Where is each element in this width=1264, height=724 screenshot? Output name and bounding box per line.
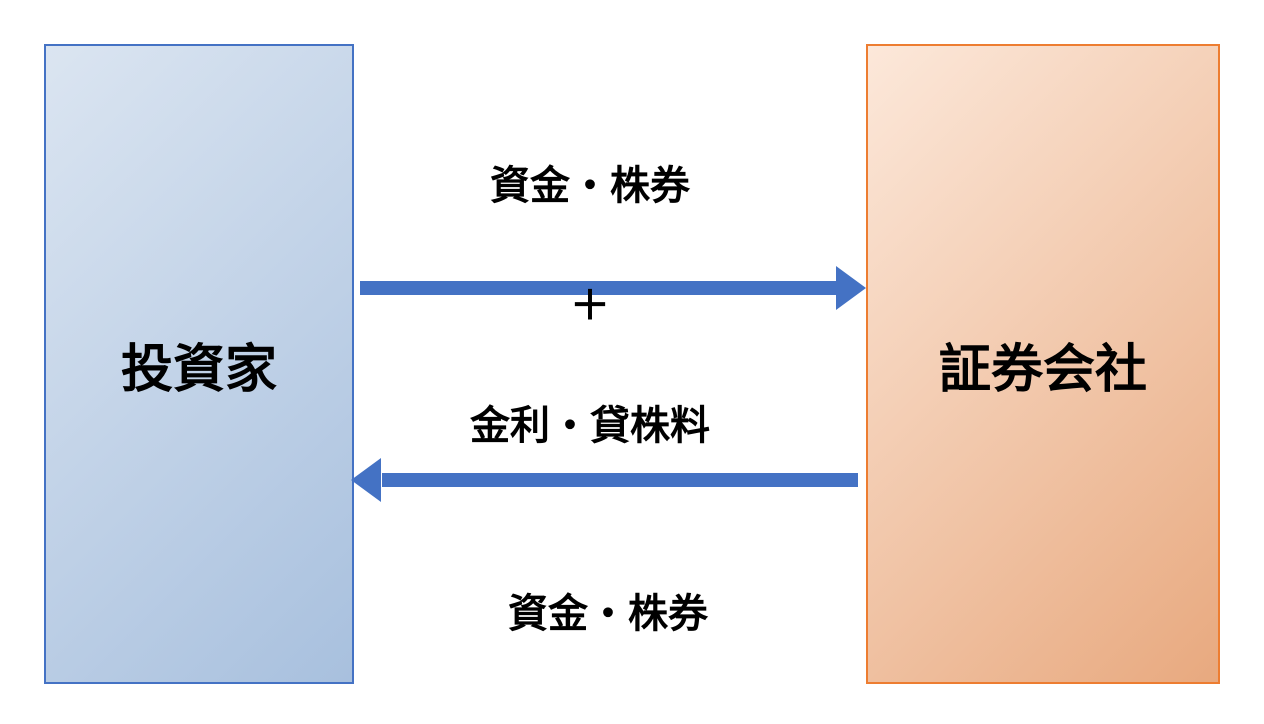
top-flow-label: 資金・株券 ＋ 金利・貸株料: [470, 96, 710, 516]
investor-label: 投資家: [121, 327, 277, 402]
top-flow-label-line1: 資金・株券: [470, 156, 710, 216]
securities-company-box: 証券会社: [866, 44, 1220, 684]
arrow-left-icon: [351, 458, 381, 502]
top-flow-label-line2: ＋: [470, 276, 710, 336]
securities-company-label: 証券会社: [939, 327, 1147, 402]
bottom-flow-label: 資金・株券: [508, 524, 708, 644]
top-flow-label-line3: 金利・貸株料: [470, 396, 710, 456]
arrow-right-icon: [836, 266, 866, 310]
investor-box: 投資家: [44, 44, 354, 684]
